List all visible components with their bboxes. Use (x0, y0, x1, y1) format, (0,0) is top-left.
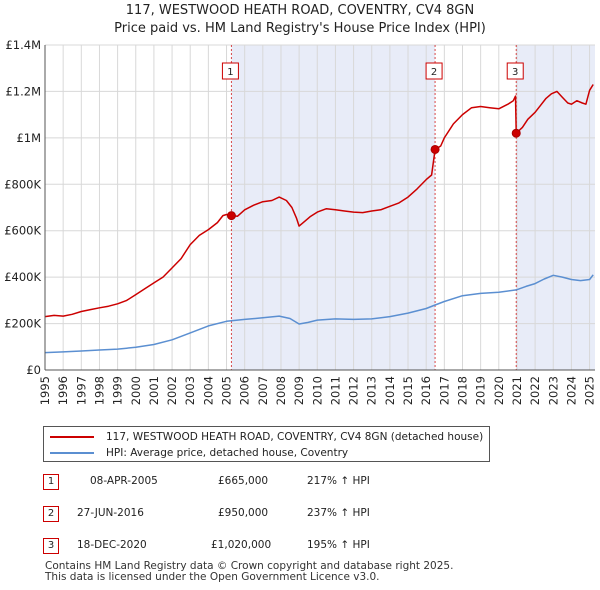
x-tick-label: 2021 (510, 376, 524, 405)
sale-badge-box (506, 62, 524, 80)
sale-number-badge: 3 (43, 538, 59, 554)
price-chart: £0 £200K £400K £600K £800K £1M £1.2M £1.4M 1995 1… (4, 38, 596, 405)
shaded-span (516, 45, 595, 370)
x-tick-label: 2024 (564, 376, 578, 405)
legend: 117, WESTWOOD HEATH ROAD, COVENTRY, CV4 … (43, 426, 490, 462)
x-tick-label: 2002 (165, 376, 179, 405)
y-tick-label: £1.2M (5, 84, 41, 98)
y-tick-label: £1.4M (5, 38, 41, 52)
property-price-line (44, 84, 594, 318)
legend-swatch-hpi (50, 452, 94, 454)
y-tick-label: £400K (4, 270, 41, 284)
x-tick-label: 2018 (455, 376, 469, 405)
sale-point (226, 211, 236, 221)
sale-badge-box (425, 62, 443, 80)
sale-hpi-change: 237% ↑ HPI (307, 507, 370, 519)
sale-date: 18-DEC-2020 (77, 539, 147, 551)
x-tick-label: 2014 (383, 376, 397, 405)
x-tick-label: 2025 (583, 376, 597, 405)
gridlines (44, 44, 595, 371)
sale-badge-label: 2 (431, 67, 437, 78)
sale-hpi-change: 217% ↑ HPI (307, 475, 370, 487)
x-tick-label: 2019 (474, 376, 488, 405)
sale-badge-box (221, 62, 239, 80)
footer-copyright: Contains HM Land Registry data © Crown c… (45, 560, 454, 572)
footer: Contains HM Land Registry data © Crown c… (45, 561, 453, 583)
hpi-line (44, 274, 594, 354)
sale-row: 2 27-JUN-2016 £950,000 237% ↑ HPI (43, 503, 403, 525)
y-tick-label: £600K (4, 224, 41, 238)
x-tick-label: 2010 (310, 376, 324, 405)
y-tick-label: £200K (4, 317, 41, 331)
y-tick-label: £1M (16, 131, 41, 145)
legend-label-property: 117, WESTWOOD HEATH ROAD, COVENTRY, CV4 … (106, 431, 484, 443)
chart-title: 117, WESTWOOD HEATH ROAD, COVENTRY, CV4 … (0, 2, 600, 38)
sale-number-badge: 1 (43, 474, 59, 490)
x-tick-label: 2001 (147, 376, 161, 405)
x-tick-label: 2022 (528, 376, 542, 405)
sale-price: £665,000 (218, 475, 269, 487)
sale-price: £950,000 (218, 507, 269, 519)
series-lines (44, 84, 594, 354)
x-tick-label: 2013 (365, 376, 379, 405)
x-tick-label: 2000 (129, 376, 143, 405)
x-tick-label: 2011 (328, 376, 342, 405)
legend-swatch-property (50, 436, 94, 438)
x-tick-label: 2007 (256, 376, 270, 405)
title-line-1: 117, WESTWOOD HEATH ROAD, COVENTRY, CV4 … (125, 3, 475, 18)
shaded-span (231, 45, 436, 370)
sale-point (511, 128, 521, 138)
sale-number-badge: 2 (43, 506, 59, 522)
axes (44, 45, 595, 371)
x-tick-label: 2006 (238, 376, 252, 405)
sale-points (226, 128, 521, 221)
legend-item-property: 117, WESTWOOD HEATH ROAD, COVENTRY, CV4 … (50, 429, 483, 445)
x-tick-label: 2020 (492, 376, 506, 405)
tick-labels: £0 £200K £400K £600K £800K £1M £1.2M £1.4M 1995 1… (4, 38, 596, 405)
sale-row: 1 08-APR-2005 £665,000 217% ↑ HPI (43, 471, 403, 493)
x-tick-label: 1998 (92, 376, 106, 405)
x-tick-label: 2005 (220, 376, 234, 405)
x-tick-label: 2012 (347, 376, 361, 405)
x-tick-label: 2023 (546, 376, 560, 405)
y-tick-label: £0 (26, 363, 41, 377)
sale-date: 08-APR-2005 (90, 475, 158, 487)
x-tick-label: 2017 (437, 376, 451, 405)
sale-row: 3 18-DEC-2020 £1,020,000 195% ↑ HPI (43, 535, 403, 557)
x-tick-label: 1996 (56, 376, 70, 405)
sale-point (430, 144, 440, 154)
shaded-regions (45, 45, 595, 370)
legend-item-hpi: HPI: Average price, detached house, Cove… (50, 445, 348, 461)
x-tick-label: 1997 (74, 376, 88, 405)
x-tick-label: 2016 (419, 376, 433, 405)
title-line-2: Price paid vs. HM Land Registry's House … (114, 21, 486, 36)
sale-hpi-change: 195% ↑ HPI (307, 539, 370, 551)
x-tick-label: 2008 (274, 376, 288, 405)
sale-badge-label: 1 (227, 67, 233, 78)
x-tick-label: 2009 (292, 376, 306, 405)
x-tick-label: 2015 (401, 376, 415, 405)
sale-badges: 1 2 3 (221, 62, 524, 80)
x-tick-label: 2003 (183, 376, 197, 405)
sale-price: £1,020,000 (211, 539, 272, 551)
sale-badge-label: 3 (512, 67, 518, 78)
sale-date: 27-JUN-2016 (77, 507, 144, 519)
x-tick-label: 2004 (201, 376, 215, 405)
x-tick-label: 1995 (38, 376, 52, 405)
x-tick-label: 1999 (111, 376, 125, 405)
y-tick-label: £800K (4, 177, 41, 191)
footer-license: This data is licensed under the Open Gov… (45, 571, 380, 583)
legend-label-hpi: HPI: Average price, detached house, Cove… (106, 447, 349, 459)
